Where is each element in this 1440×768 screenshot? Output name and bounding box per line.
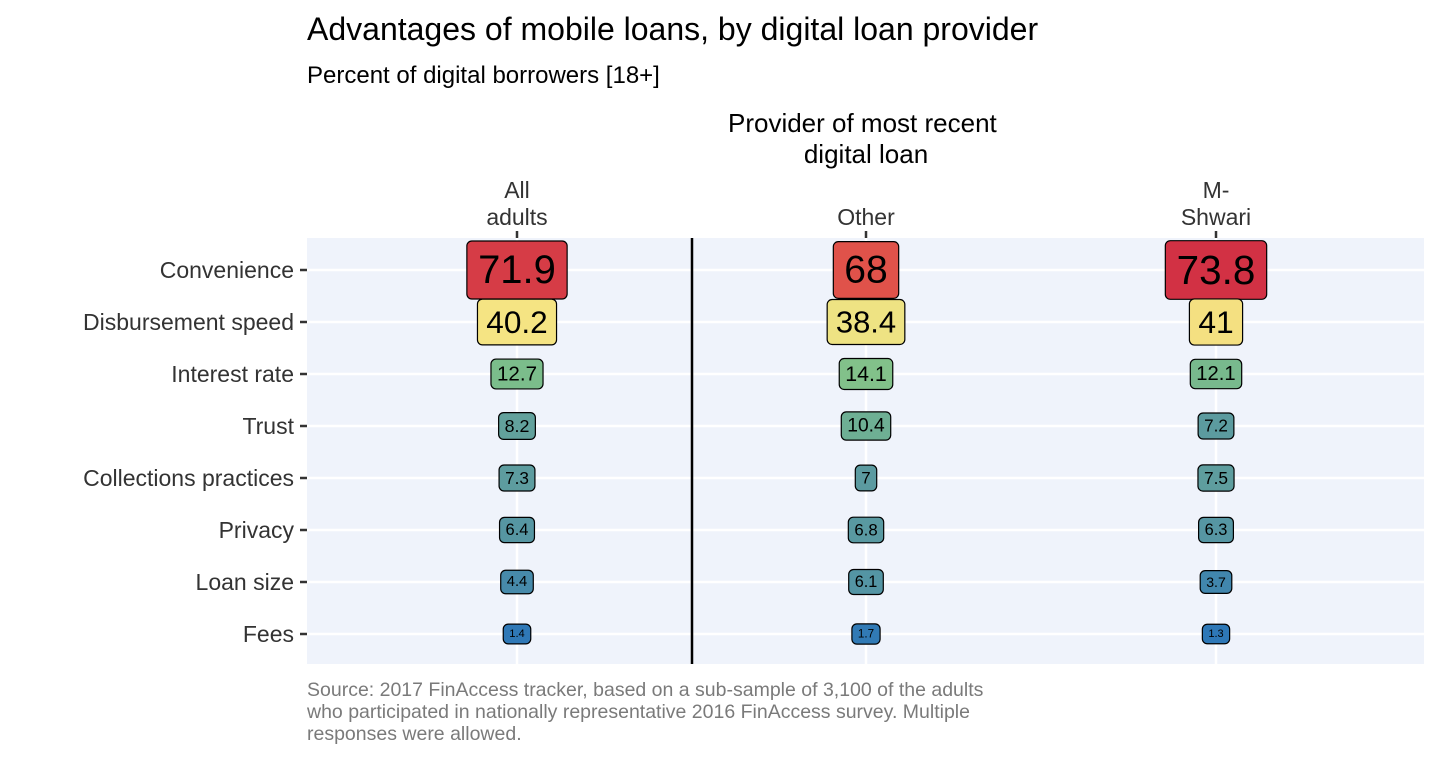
cell-loan-size-col-2-box [1199,569,1233,595]
cell-trust-col-2-label: 7.2 [1204,417,1228,436]
cell-convenience-col-1-box [832,241,900,299]
cell-convenience-col-2-label: 73.8 [1177,247,1256,293]
row-label-loan-size: Loan size [196,569,294,595]
chart-subtitle: Percent of digital borrowers [18+] [307,62,660,89]
row-label-convenience: Convenience [160,257,294,283]
cell-loan-size-col-2-label: 3.7 [1206,574,1226,590]
cell-fees-col-0-label: 1.4 [509,628,525,640]
caption-line-2: who participated in nationally represent… [306,701,970,723]
column-label-2-line-2: Shwari [1181,204,1251,230]
column-label-1: Other [837,204,895,230]
cell-convenience-col-1-label: 68 [844,249,887,292]
row-labels: Convenience Disbursement speed Interest ra… [83,257,295,647]
cell-fees-col-1-label: 1.7 [858,628,874,641]
cell-loan-size-col-1-box [848,568,884,596]
cell-interest-rate-col-2-box [1189,358,1243,390]
row-label-trust: Trust [242,413,294,439]
cell-disbursement-speed-col-1-label: 38.4 [836,305,896,340]
cell-disbursement-speed-col-0-label: 40.2 [486,304,547,340]
cell-collections-practices-col-2-label: 7.5 [1204,468,1228,488]
cell-fees-col-2-box [1201,623,1231,645]
column-label-0-line-2: adults [486,204,547,230]
group-title-line-2: digital loan [804,139,928,169]
cell-privacy-col-2-box [1197,516,1235,544]
cell-interest-rate-col-1-label: 14.1 [845,362,887,386]
row-label-interest-rate: Interest rate [171,361,294,387]
row-label-collections-practices: Collections practices [83,465,294,491]
cell-loan-size-col-0-label: 4.4 [507,574,528,590]
cell-privacy-col-0-label: 6.4 [506,521,529,539]
column-label-0-line-1: All [504,177,530,203]
cell-collections-practices-col-1-box [854,464,878,492]
cell-interest-rate-col-0-box [490,358,544,390]
cell-collections-practices-col-0-box [498,464,536,492]
cell-fees-col-1-box [851,623,881,645]
cell-trust-col-1-box [840,411,892,441]
cell-loan-size-col-0-box [500,569,534,595]
cell-interest-rate-col-2-label: 12.1 [1196,363,1235,385]
cell-disbursement-speed-col-1-box [826,298,906,346]
cells: 71.9 68 73.8 40.2 38.4 41 12.7 14.1 12.1 8.2 10.4 7… [466,240,1268,645]
cell-privacy-col-1-label: 6.8 [854,521,877,540]
group-title-line-1: Provider of most recent [728,108,998,138]
cell-fees-col-0-box [502,623,532,645]
cell-disbursement-speed-col-2-box [1188,298,1244,346]
cell-trust-col-0-box [498,412,536,440]
row-label-privacy: Privacy [219,517,295,543]
cell-disbursement-speed-col-0-box [476,298,558,346]
cell-collections-practices-col-1-label: 7 [861,469,870,488]
caption-line-1: Source: 2017 FinAccess tracker, based on… [307,679,984,701]
cell-fees-col-2-label: 1.3 [1208,628,1223,640]
cell-convenience-col-0-label: 71.9 [478,248,556,292]
cell-loan-size-col-1-label: 6.1 [855,573,878,591]
column-label-1-line-1: Other [837,204,895,230]
axis-ticks [300,231,1218,636]
cell-interest-rate-col-1-box [838,357,894,391]
cell-trust-col-2-box [1197,412,1235,440]
caption-line-3: responses were allowed. [307,723,522,745]
chart-title: Advantages of mobile loans, by digital l… [307,11,1038,47]
cell-disbursement-speed-col-2-label: 41 [1198,304,1233,340]
row-label-fees: Fees [243,621,294,647]
cell-trust-col-1-label: 10.4 [847,416,885,437]
row-label-disbursement-speed: Disbursement speed [83,309,294,335]
cell-privacy-col-0-box [498,516,536,544]
caption: Source: 2017 FinAccess tracker, based on… [306,679,989,745]
group-title: Provider of most recent digital loan [728,108,1004,169]
column-labels: All adults Other M-Shwari [486,177,1251,230]
cell-trust-col-0-label: 8.2 [505,416,530,436]
cell-interest-rate-col-0-label: 12.7 [497,363,537,386]
cell-privacy-col-2-label: 6.3 [1205,521,1228,539]
cell-collections-practices-col-0-label: 7.3 [505,468,529,488]
column-label-2-line-1: M- [1203,177,1230,203]
cell-privacy-col-1-box [847,516,885,544]
cell-collections-practices-col-2-box [1197,464,1235,492]
column-label-0: All adults [486,177,547,230]
column-label-2: M-Shwari [1181,177,1251,230]
